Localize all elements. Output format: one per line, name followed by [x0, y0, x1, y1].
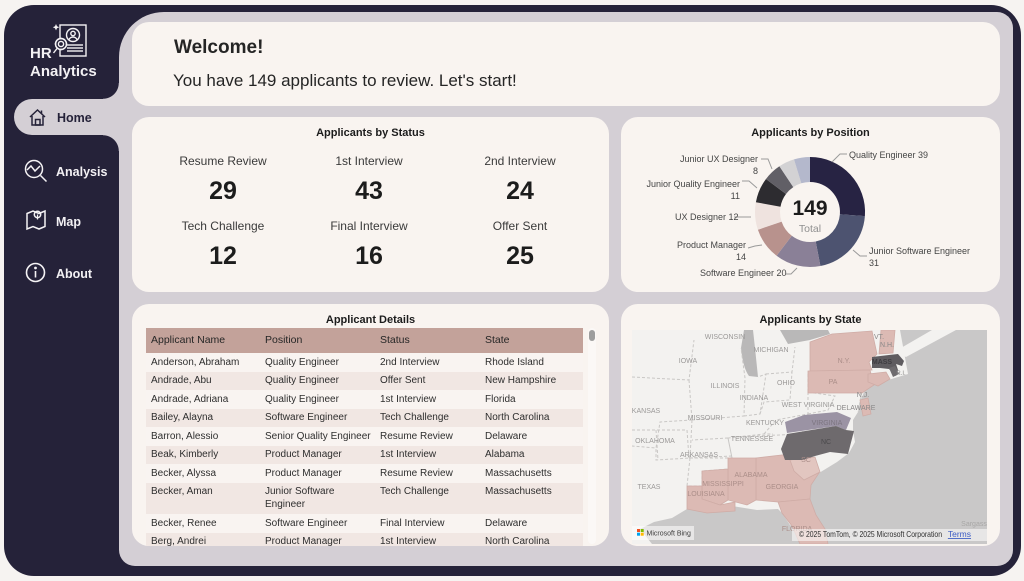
svg-text:R.I.: R.I. [896, 371, 906, 377]
svg-text:© 2025 TomTom, © 2025 Microsof: © 2025 TomTom, © 2025 Microsoft Corporat… [799, 529, 942, 539]
svg-text:TEXAS: TEXAS [638, 484, 661, 491]
svg-text:MISSOURI: MISSOURI [688, 415, 723, 422]
svg-text:OHIO: OHIO [777, 380, 795, 387]
svg-text:N.J.: N.J. [857, 392, 870, 399]
svg-text:WEST VIRGINIA: WEST VIRGINIA [782, 402, 835, 409]
svg-text:ALABAMA: ALABAMA [734, 472, 767, 479]
svg-text:Sargass: Sargass [961, 521, 987, 528]
svg-text:DELAWARE: DELAWARE [837, 405, 876, 412]
svg-text:KENTUCKY: KENTUCKY [746, 420, 784, 427]
svg-text:N.Y.: N.Y. [838, 358, 851, 365]
svg-text:WISCONSIN: WISCONSIN [705, 334, 745, 341]
svg-text:KANSAS: KANSAS [632, 408, 661, 415]
svg-text:VT.: VT. [874, 334, 884, 341]
svg-text:Terms: Terms [948, 529, 971, 539]
svg-text:IOWA: IOWA [679, 358, 698, 365]
svg-text:OKLAHOMA: OKLAHOMA [635, 438, 675, 445]
svg-text:VIRGINIA: VIRGINIA [812, 420, 843, 427]
svg-text:ILLINOIS: ILLINOIS [711, 383, 740, 390]
svg-text:NC: NC [821, 439, 831, 446]
svg-text:TENNESSEE: TENNESSEE [731, 436, 774, 443]
svg-text:PA: PA [829, 379, 838, 386]
svg-text:N.H.: N.H. [880, 342, 894, 349]
svg-text:LOUISIANA: LOUISIANA [687, 491, 725, 498]
svg-text:MICHIGAN: MICHIGAN [754, 347, 789, 354]
svg-text:MISSISSIPPI: MISSISSIPPI [702, 481, 744, 488]
svg-text:MASS: MASS [872, 359, 893, 366]
svg-text:Microsoft Bing: Microsoft Bing [647, 531, 691, 538]
svg-text:ARKANSAS: ARKANSAS [680, 452, 718, 459]
svg-text:INDIANA: INDIANA [740, 395, 769, 402]
svg-text:SC: SC [801, 457, 811, 464]
svg-text:GEORGIA: GEORGIA [766, 484, 799, 491]
